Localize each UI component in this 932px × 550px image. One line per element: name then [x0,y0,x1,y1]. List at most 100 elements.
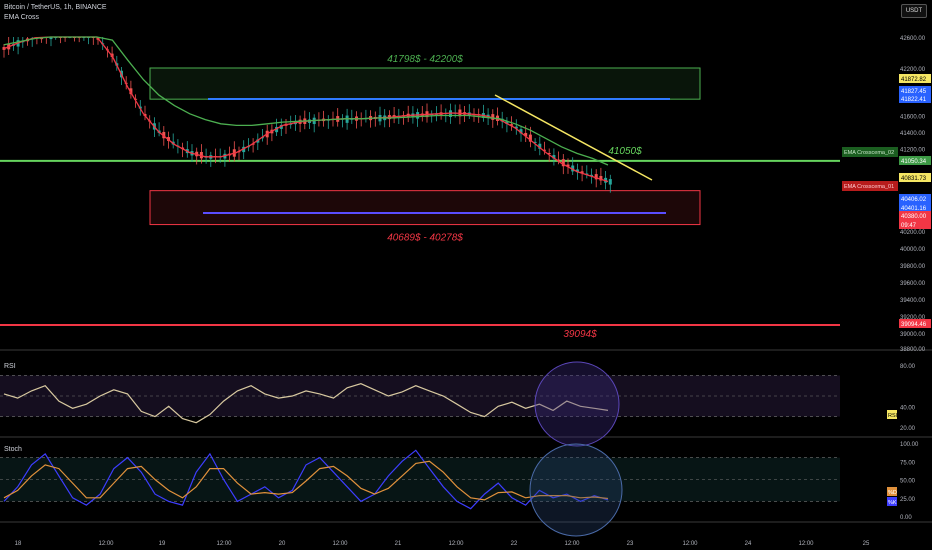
time-tick: 12:00 [332,541,348,547]
candle-body [608,179,612,185]
candle-body [519,129,523,134]
candle-body [547,152,551,154]
time-tick: 21 [395,541,402,547]
rsi-last-badge [887,410,897,419]
ema-side-label [842,181,898,191]
stoch-line-0 [3,449,609,510]
candle-body [543,149,546,151]
price-tick: 39000.00 [900,332,926,338]
candle-body [242,146,246,153]
price-badge-text: 40380.00 [901,214,927,220]
candle-body [505,121,509,125]
time-tick: 22 [511,541,518,547]
time-tick: 23 [627,541,634,547]
candle-body [557,159,561,161]
candle-body [561,159,565,167]
ema-line-1 [3,36,609,166]
price-badge [899,156,931,165]
candle-body [538,143,542,149]
rsi-line-0 [3,383,609,424]
time-tick: 12:00 [564,541,580,547]
stoch-last-text: %K [888,500,897,506]
price-badge [899,203,931,212]
stoch-last-badge [887,487,897,496]
candle-body [491,114,495,120]
zone-support [149,190,701,226]
time-tick: 25 [863,541,870,547]
level-label-1: 39094$ [563,329,597,340]
time-tick: 12:00 [98,541,114,547]
stoch-title: Stoch [4,446,22,453]
price-tick: 42600.00 [900,36,926,42]
indicator-title: EMA Cross [4,14,40,21]
zone-label-resistance: 41798$ - 42200$ [387,54,463,65]
rsi-title: RSI [4,363,16,370]
candle-body [571,165,575,172]
stoch-highlight-circle [529,443,623,537]
rsi-tick: 40.00 [900,405,916,411]
price-tick: 39600.00 [900,281,926,287]
rsi-tick: 20.00 [900,426,916,432]
price-badge [899,194,931,203]
price-badge-text: 09:47 [901,223,917,229]
price-badge [899,173,931,182]
ema-side-label [842,147,898,157]
zone-label-support: 40689$ - 40278$ [387,233,463,244]
time-tick: 19 [159,541,166,547]
time-tick: 12:00 [682,541,698,547]
stoch-last-text: %D [888,490,897,496]
candle-body [580,171,584,174]
price-tick: 38800.00 [900,347,926,353]
stoch-tick: 100.00 [900,442,919,448]
price-tick: 40000.00 [900,247,926,253]
stoch-tick: 25.00 [900,497,916,503]
price-badge-text: 40401.16 [901,206,927,212]
candle-body [575,169,579,173]
price-badge [899,94,931,103]
time-tick: 24 [745,541,752,547]
price-tick: 39400.00 [900,298,926,304]
currency-button[interactable]: USDT [901,4,927,18]
trendline [494,94,653,181]
candle-body [533,141,537,143]
price-tick: 40200.00 [900,230,926,236]
price-badge-text: 41827.45 [901,89,927,95]
stoch-tick: 50.00 [900,479,916,485]
price-badge-text: 40406.02 [901,197,927,203]
time-tick: 12:00 [216,541,232,547]
ema-side-label-text: EMA Crosscema_02 [844,150,894,156]
price-badge-text: 40831.73 [901,176,927,182]
candle-body [599,176,603,181]
stoch-last-badge [887,497,897,506]
price-badge [899,86,931,95]
price-tick: 39800.00 [900,264,926,270]
price-badge-text: 41050.34 [901,159,927,165]
candle-body [279,125,283,129]
price-tick: 41600.00 [900,115,926,121]
stoch-tick: 75.00 [900,460,916,466]
price-tick: 42200.00 [900,67,926,73]
price-tick: 41400.00 [900,131,926,137]
candle-body [552,155,556,159]
rsi-highlight-circle [534,361,620,447]
candle-body [256,139,260,143]
time-tick: 12:00 [798,541,814,547]
ema-side-label-text: EMA Crosscema_01 [844,184,894,190]
candle-body [49,37,53,40]
price-badge [899,319,931,328]
candle-body [566,164,570,167]
stoch-tick: 0.00 [900,515,912,521]
candle-body [528,134,532,142]
stoch-line-1 [3,460,609,501]
price-badge-text: 39094.46 [901,322,927,328]
price-badge [899,220,931,229]
candle-body [275,126,279,133]
candle-body [129,88,133,95]
time-tick: 18 [15,541,22,547]
level-label-0: 41050$ [608,146,642,157]
symbol-title: Bitcoin / TetherUS, 1h, BINANCE [4,4,107,11]
ema-line-0 [3,36,609,183]
candle-body [524,132,528,137]
